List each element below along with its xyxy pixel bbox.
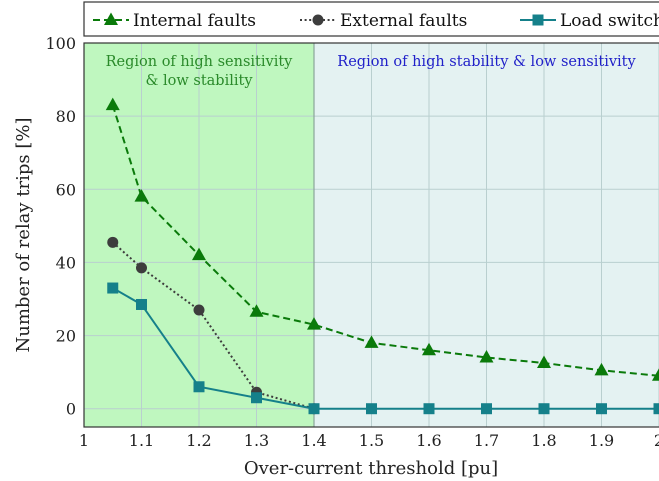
series-3-point (251, 392, 262, 404)
legend-box (83, 1, 659, 37)
series-1-point (192, 247, 206, 261)
series-2-point (136, 262, 147, 274)
y-tick-label: 40 (56, 253, 76, 272)
marker-layer (105, 97, 659, 415)
region-2-label-line: Region of high stability & low sensitivi… (337, 54, 636, 70)
x-tick-label: 1.7 (474, 431, 499, 450)
y-axis-title: Number of relay trips [%] (13, 118, 34, 353)
frame-layer (83, 42, 659, 428)
series-1-point (364, 335, 379, 348)
series-1-point (249, 304, 264, 317)
series-3-point (308, 403, 320, 415)
x-tick-label: 1 (79, 431, 89, 450)
region-1-label-line: Region of high sensitivity (106, 54, 294, 70)
series-3-point (596, 403, 607, 415)
series-2-point (193, 304, 205, 316)
y-tick-label: 100 (45, 34, 76, 53)
y-tick-label: 60 (56, 180, 76, 199)
series-3-point (193, 381, 205, 393)
series-3-point (107, 282, 119, 294)
series-3-point (653, 403, 659, 415)
legend: Internal faults External faults Load switc… (83, 1, 659, 37)
series-line-2 (112, 241, 315, 410)
series-1-point (134, 189, 149, 202)
region-label-layer: Region of high sensitivity & low stabilit… (106, 54, 637, 89)
legend-marker-3 (532, 14, 544, 26)
x-tick-label: 1.5 (359, 431, 384, 450)
x-tick-label: 1.2 (186, 431, 211, 450)
x-tick-label: 1.9 (589, 431, 614, 450)
series-1-point (105, 97, 120, 111)
series-1-point (594, 362, 609, 376)
series-3-point (481, 403, 492, 415)
x-tick-label: 1.3 (244, 431, 269, 450)
tick-label-layer: 11.11.21.31.41.51.61.71.81.9202040608010… (45, 34, 659, 450)
series-2-point (107, 236, 119, 248)
y-tick-label: 20 (56, 327, 76, 346)
series-3-point (538, 403, 550, 415)
x-tick-label: 1.8 (531, 431, 556, 450)
x-tick-label: 1.6 (416, 431, 441, 450)
y-tick-label: 0 (66, 400, 76, 419)
legend-marker-2 (312, 14, 324, 26)
legend-label-2: External faults (340, 11, 467, 31)
x-tick-label: 1.4 (301, 431, 326, 450)
series-3-point (423, 403, 435, 415)
series-1-point (307, 317, 321, 330)
series-1-point (537, 355, 551, 368)
legend-label-3: Load switch (560, 11, 659, 31)
region-1-label-line: & low stability (145, 73, 253, 89)
series-3-point (366, 403, 377, 415)
y-tick-label: 80 (56, 107, 76, 126)
x-axis-title: Over-current threshold [pu] (244, 458, 498, 479)
series-1-point (479, 350, 494, 363)
series-1-point (422, 342, 436, 356)
x-tick-label: 2 (654, 431, 659, 450)
plot-frame (83, 42, 659, 428)
series-3-point (136, 298, 147, 310)
legend-label-1: Internal faults (133, 11, 256, 31)
legend-marker-1 (104, 12, 118, 25)
x-tick-label: 1.1 (129, 431, 154, 450)
series-1-point (652, 368, 659, 381)
